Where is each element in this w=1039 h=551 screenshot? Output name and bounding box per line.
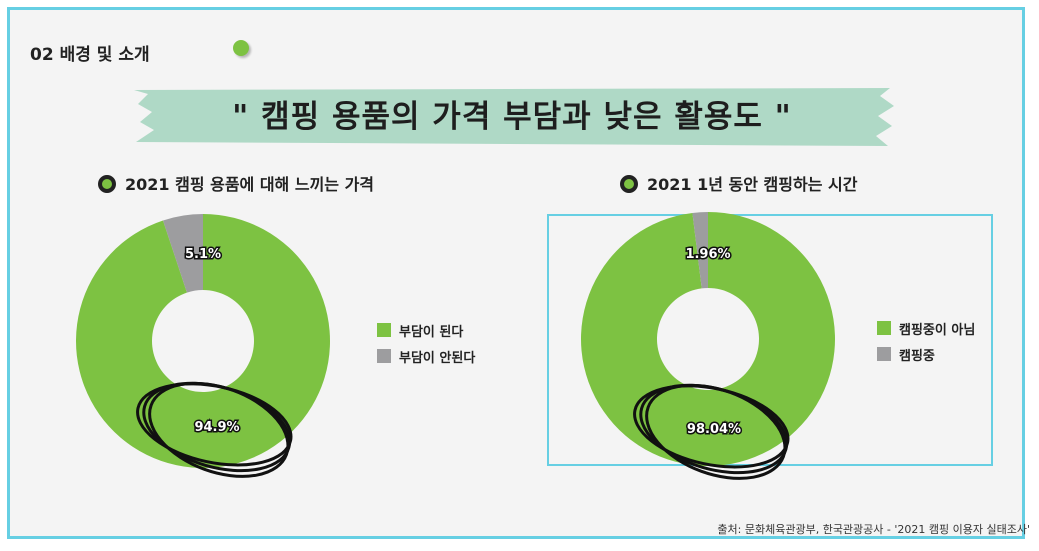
bullet-icon — [620, 175, 638, 193]
chart-1-title: 2021 캠핑 용품에 대해 느끼는 가격 — [125, 175, 375, 194]
scribble-circle — [645, 383, 787, 480]
legend-label: 캠핑중이 아님 — [899, 322, 976, 338]
legend-swatch — [877, 321, 891, 335]
section-label: 02 배경 및 소개 — [30, 45, 150, 65]
legend-swatch — [377, 323, 391, 337]
bullet-icon — [98, 175, 116, 193]
legend-swatch — [377, 349, 391, 363]
chart-2-heading: 2021 1년 동안 캠핑하는 시간 — [620, 171, 857, 195]
chart-1-data-label-1: 94.9% — [194, 420, 239, 435]
source-note: 출처: 문화체육관광부, 한국관광공사 - '2021 캠핑 이용자 실태조사' — [717, 523, 1030, 536]
banner-tape-shape — [134, 88, 894, 146]
green-dot-decoration — [233, 40, 249, 56]
chart-1-data-label-2: 5.1% — [185, 247, 221, 262]
legend-item: 부담이 된다 — [377, 317, 475, 343]
chart-2-slice-2 — [692, 212, 708, 289]
chart-2-data-label-1: 98.04% — [687, 422, 741, 437]
banner-title: " 캠핑 용품의 가격 부담과 낮은 활용도 " — [232, 99, 792, 135]
legend-swatch — [877, 347, 891, 361]
legend-item: 캠핑중이 아님 — [877, 315, 975, 341]
legend-label: 부담이 된다 — [399, 324, 464, 340]
title-banner: " 캠핑 용품의 가격 부담과 낮은 활용도 " — [128, 84, 896, 150]
scribble-circle — [148, 381, 290, 478]
legend-item: 부담이 안된다 — [377, 343, 475, 369]
chart-1-heading: 2021 캠핑 용품에 대해 느끼는 가격 — [98, 171, 374, 195]
legend-label: 캠핑중 — [899, 348, 935, 364]
legend-label: 부담이 안된다 — [399, 350, 476, 366]
legend-item: 캠핑중 — [877, 341, 975, 367]
chart-2-title: 2021 1년 동안 캠핑하는 시간 — [647, 175, 858, 194]
chart-1-slice-2 — [162, 214, 203, 293]
chart-2-data-label-2: 1.96% — [685, 247, 730, 262]
